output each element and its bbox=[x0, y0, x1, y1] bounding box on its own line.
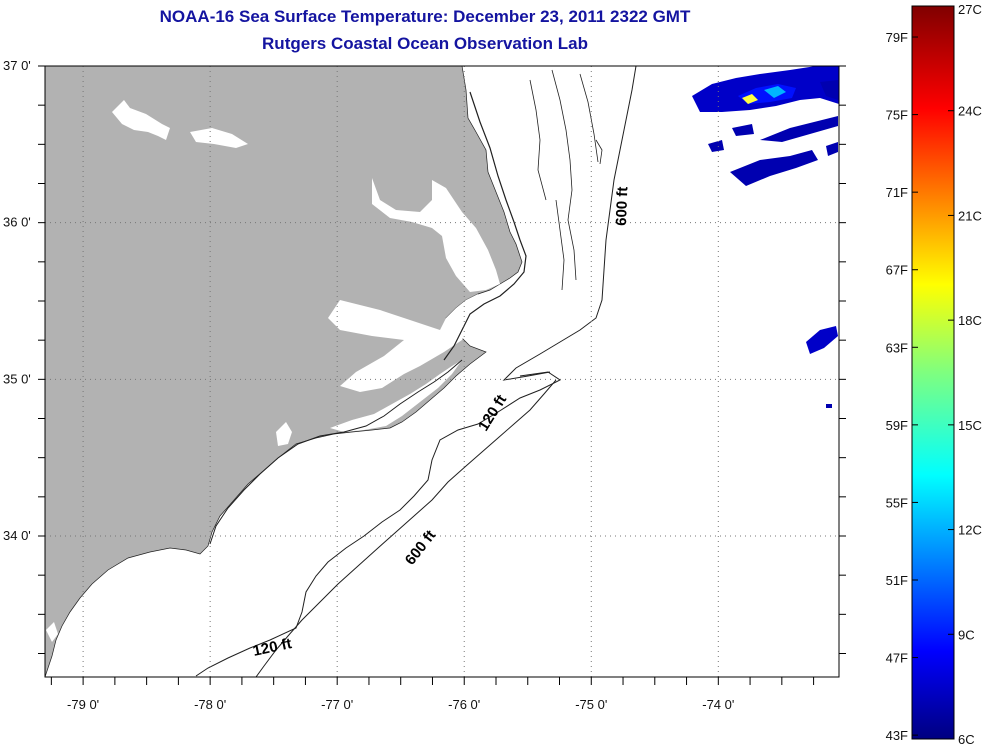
colorbar-label-c: 12C bbox=[958, 523, 982, 538]
sound bbox=[330, 360, 462, 432]
lat-tick-label: 36 0' bbox=[3, 215, 31, 230]
colorbar-label-c: 18C bbox=[958, 313, 982, 328]
colorbar-label-c: 6C bbox=[958, 732, 975, 747]
sound bbox=[372, 178, 500, 292]
map-frame bbox=[44, 65, 840, 678]
lat-tick-label: 37 0' bbox=[3, 58, 31, 73]
lake bbox=[112, 100, 170, 140]
colorbar-label-c: 24C bbox=[958, 104, 982, 119]
shoal-contours bbox=[529, 69, 603, 291]
colorbar-label-f: 71F bbox=[886, 185, 908, 200]
sound bbox=[328, 294, 478, 392]
lon-tick-label: -76 0' bbox=[448, 697, 480, 712]
barrier-island-coastline bbox=[443, 91, 527, 361]
lon-tick-label: -77 0' bbox=[321, 697, 353, 712]
map-title: NOAA-16 Sea Surface Temperature: Decembe… bbox=[159, 7, 691, 26]
colorbar-label-f: 75F bbox=[886, 108, 908, 123]
axis-ticks bbox=[38, 65, 846, 685]
colorbar-label-f: 47F bbox=[886, 651, 908, 666]
colorbar-label-f: 51F bbox=[886, 573, 908, 588]
colorbar-celsius-labels: 27C 24C 21C 18C 15C 12C 9C 6C bbox=[958, 2, 982, 747]
lake bbox=[276, 422, 292, 446]
colorbar-label-f: 63F bbox=[886, 340, 908, 355]
isobath-600ft bbox=[255, 66, 637, 677]
colorbar-label-f: 43F bbox=[886, 728, 908, 743]
lake bbox=[190, 128, 248, 148]
colorbar-label-c: 21C bbox=[958, 208, 982, 223]
colorbar-label-c: 27C bbox=[958, 2, 982, 17]
colorbar-label-f: 55F bbox=[886, 495, 908, 510]
lon-tick-label: -79 0' bbox=[67, 697, 99, 712]
colorbar bbox=[911, 5, 955, 740]
colorbar-label-c: 15C bbox=[958, 418, 982, 433]
lat-tick-label: 34 0' bbox=[3, 528, 31, 543]
sst-data-patches bbox=[692, 66, 839, 408]
contour-label-600ft-upper: 600 ft bbox=[613, 186, 631, 226]
lake bbox=[46, 622, 58, 642]
lon-tick-label: -78 0' bbox=[194, 697, 226, 712]
axis-labels: 37 0' 36 0' 35 0' 34 0' -79 0' -78 0' -77 0' -7… bbox=[3, 58, 734, 712]
lon-tick-label: -74 0' bbox=[702, 697, 734, 712]
colorbar-ticks bbox=[912, 5, 954, 740]
colorbar-fahrenheit-labels: 79F 75F 71F 67F 63F 59F 55F 51F 47F 43F bbox=[886, 30, 908, 743]
colorbar-label-f: 59F bbox=[886, 418, 908, 433]
lon-tick-label: -75 0' bbox=[575, 697, 607, 712]
coastline bbox=[209, 359, 463, 545]
colorbar-label-f: 67F bbox=[886, 263, 908, 278]
lat-tick-label: 35 0' bbox=[3, 371, 31, 386]
gridlines bbox=[45, 65, 839, 677]
colorbar-label-f: 79F bbox=[886, 30, 908, 45]
map-subtitle: Rutgers Coastal Ocean Observation Lab bbox=[262, 34, 588, 53]
colorbar-label-c: 9C bbox=[958, 627, 975, 642]
isobath-120ft bbox=[195, 371, 561, 677]
